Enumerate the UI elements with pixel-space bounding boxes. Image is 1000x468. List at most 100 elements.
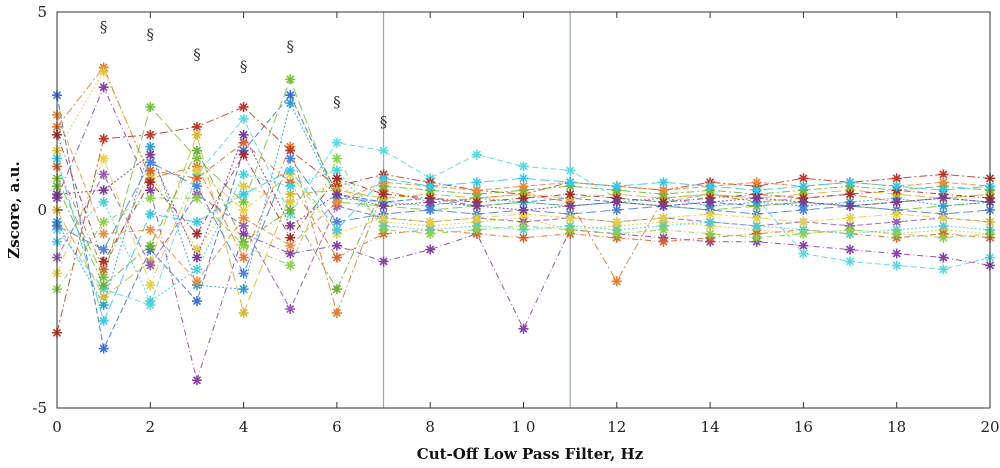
x-tick-label: 18 xyxy=(887,418,906,436)
data-point xyxy=(238,129,249,140)
data-point xyxy=(191,296,202,307)
data-point xyxy=(145,165,156,176)
data-point xyxy=(285,240,296,251)
data-point xyxy=(378,189,389,200)
data-point xyxy=(145,149,156,160)
data-point xyxy=(565,212,576,223)
data-point xyxy=(845,256,856,267)
data-point xyxy=(98,343,109,354)
data-point xyxy=(285,165,296,176)
data-point xyxy=(285,74,296,85)
data-point xyxy=(705,181,716,192)
data-point xyxy=(798,197,809,208)
data-point xyxy=(658,212,669,223)
series-17 xyxy=(52,129,995,263)
data-point xyxy=(98,292,109,303)
data-point xyxy=(98,244,109,255)
data-point xyxy=(238,149,249,160)
data-point xyxy=(611,205,622,215)
data-point xyxy=(238,268,249,279)
data-point xyxy=(705,228,716,239)
data-point xyxy=(98,82,109,93)
data-point xyxy=(658,236,669,247)
data-point xyxy=(145,193,156,204)
data-point xyxy=(331,153,342,164)
x-tick-label: 20 xyxy=(980,418,999,436)
data-point xyxy=(705,208,716,219)
y-axis-title: Zscore, a.u. xyxy=(5,161,23,259)
data-point xyxy=(331,252,342,263)
data-point xyxy=(751,232,762,243)
x-tick-label: 4 xyxy=(239,418,249,436)
x-axis-title: Cut-Off Low Pass Filter, Hz xyxy=(417,445,644,463)
data-point xyxy=(238,284,249,295)
data-point xyxy=(98,133,109,144)
data-point xyxy=(98,153,109,164)
data-point xyxy=(845,212,856,223)
data-point xyxy=(565,201,576,212)
data-point xyxy=(285,232,296,243)
data-point xyxy=(845,189,856,200)
data-point xyxy=(285,220,296,231)
data-point xyxy=(891,260,902,271)
x-tick-label: 16 xyxy=(794,418,813,436)
data-point xyxy=(471,224,482,235)
data-point xyxy=(751,185,762,196)
data-point xyxy=(238,252,249,263)
significance-marker-5: § xyxy=(333,93,341,111)
data-point xyxy=(331,240,342,251)
data-point xyxy=(518,193,529,204)
significance-marker-6: § xyxy=(380,113,388,131)
data-point xyxy=(611,228,622,239)
data-point xyxy=(331,189,342,200)
data-point xyxy=(565,189,576,200)
data-point xyxy=(98,280,109,291)
data-point xyxy=(98,228,109,239)
data-point xyxy=(611,181,622,192)
x-tick-label: 14 xyxy=(701,418,720,436)
data-point xyxy=(425,228,436,239)
data-point xyxy=(658,201,669,212)
data-point xyxy=(98,216,109,227)
data-point xyxy=(798,248,809,259)
data-point xyxy=(845,224,856,235)
data-point xyxy=(285,153,296,164)
significance-marker-0: § xyxy=(100,18,108,36)
data-point xyxy=(285,98,296,109)
data-point xyxy=(331,307,342,318)
data-point xyxy=(238,220,249,231)
data-point xyxy=(845,201,856,212)
data-point xyxy=(471,201,482,212)
data-point xyxy=(145,224,156,235)
data-point xyxy=(285,260,296,271)
plot-area: § § § § § § § xyxy=(52,12,995,408)
data-point xyxy=(705,216,716,227)
data-point xyxy=(191,252,202,263)
series-line-19 xyxy=(56,158,991,323)
data-point xyxy=(425,244,436,255)
axes: 0 2 4 6 8 1 0 12 14 16 18 20 5 0 -5 xyxy=(32,3,999,436)
data-point xyxy=(98,66,109,77)
significance-marker-4: § xyxy=(287,38,295,56)
data-point xyxy=(145,129,156,140)
data-point xyxy=(331,137,342,148)
data-point xyxy=(238,102,249,113)
data-point xyxy=(238,205,249,215)
data-point xyxy=(518,173,529,184)
data-point xyxy=(891,228,902,239)
x-tick-label: 12 xyxy=(607,418,626,436)
data-point xyxy=(891,181,902,192)
data-point xyxy=(285,181,296,192)
data-point xyxy=(611,197,622,208)
data-point xyxy=(611,276,622,287)
data-point xyxy=(98,264,109,275)
data-point xyxy=(98,256,109,267)
data-point xyxy=(238,307,249,318)
series-line-10 xyxy=(56,173,991,311)
data-point xyxy=(191,181,202,192)
y-tick-label: 5 xyxy=(37,3,47,21)
significance-marker-1: § xyxy=(147,26,155,44)
data-point xyxy=(98,197,109,208)
data-point xyxy=(378,224,389,235)
data-point xyxy=(191,264,202,275)
